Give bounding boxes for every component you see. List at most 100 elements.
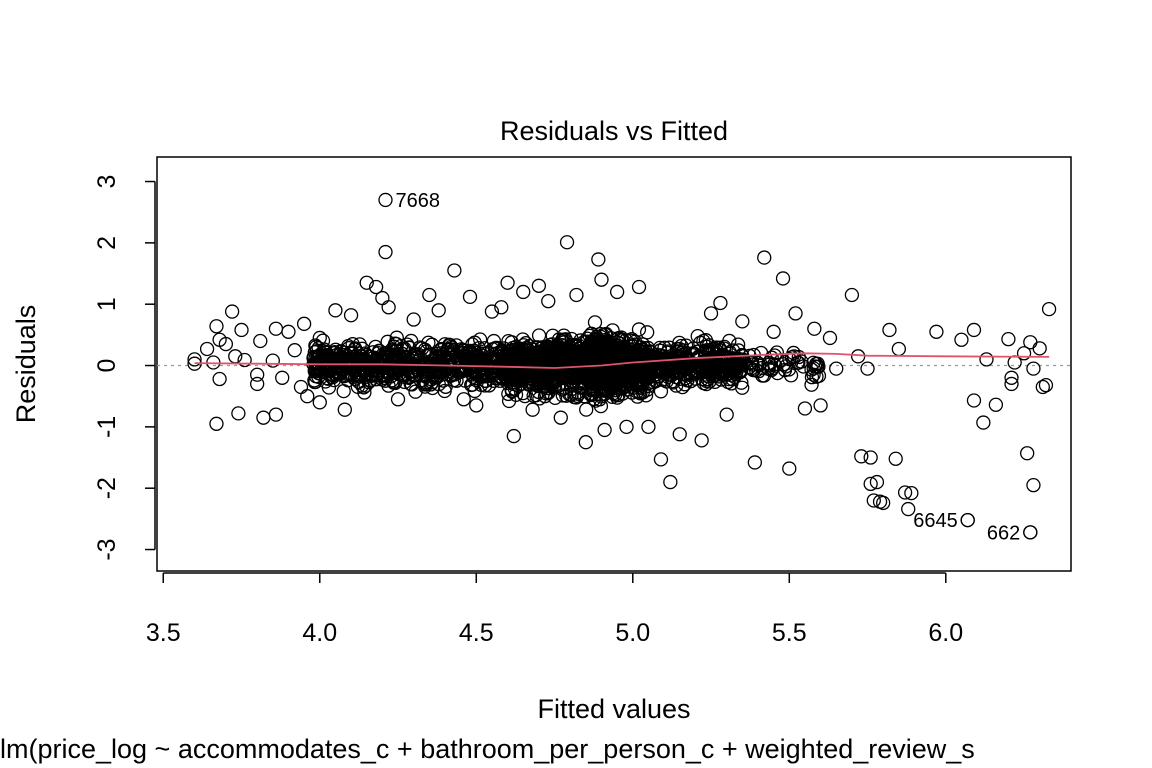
data-point bbox=[515, 385, 531, 401]
data-point bbox=[807, 321, 822, 336]
data-point bbox=[747, 455, 763, 470]
data-point bbox=[478, 369, 493, 384]
data-point bbox=[539, 349, 554, 364]
data-point bbox=[500, 275, 515, 290]
data-point bbox=[312, 330, 327, 346]
data-point bbox=[882, 322, 897, 338]
data-point bbox=[421, 335, 436, 350]
data-point bbox=[584, 335, 600, 351]
data-point bbox=[640, 325, 655, 340]
x-tick-label: 4.5 bbox=[459, 619, 494, 647]
data-point bbox=[610, 390, 625, 405]
data-point bbox=[1001, 332, 1016, 347]
data-point bbox=[354, 366, 370, 382]
data-point bbox=[1038, 378, 1054, 393]
loess-smoother-line bbox=[194, 352, 1050, 369]
data-point bbox=[485, 368, 501, 383]
data-point bbox=[421, 359, 436, 374]
data-point bbox=[1020, 446, 1035, 461]
data-point bbox=[699, 339, 714, 354]
data-point bbox=[531, 278, 547, 293]
data-point bbox=[542, 365, 557, 380]
data-point bbox=[359, 275, 374, 290]
x-tick-label: 6.0 bbox=[928, 619, 963, 647]
data-point bbox=[456, 392, 471, 407]
data-point bbox=[536, 379, 552, 395]
data-point bbox=[218, 336, 234, 352]
data-point bbox=[312, 395, 327, 410]
data-point bbox=[655, 351, 670, 367]
data-point bbox=[444, 346, 459, 361]
data-point bbox=[234, 322, 249, 338]
data-point bbox=[484, 304, 500, 319]
data-point bbox=[268, 407, 284, 422]
data-point bbox=[631, 322, 647, 337]
data-point bbox=[554, 348, 569, 363]
chart-title: Residuals vs Fitted bbox=[500, 116, 728, 146]
data-point bbox=[275, 370, 290, 385]
data-point bbox=[434, 341, 449, 357]
y-tick-label: 0 bbox=[93, 359, 121, 373]
data-point bbox=[453, 353, 468, 368]
data-point bbox=[954, 332, 969, 347]
x-tick-label: 4.0 bbox=[302, 619, 337, 647]
outlier-labels: 7668 6645 662 bbox=[396, 190, 1021, 544]
data-point bbox=[673, 360, 688, 375]
data-point bbox=[558, 369, 574, 385]
data-point bbox=[445, 362, 460, 377]
y-axis: -3 -2 -1 0 1 2 3 bbox=[93, 175, 156, 561]
data-point bbox=[390, 392, 406, 407]
data-point bbox=[782, 461, 797, 476]
data-point bbox=[326, 368, 341, 383]
data-point bbox=[351, 374, 366, 390]
data-point bbox=[929, 324, 944, 339]
data-point bbox=[398, 360, 413, 375]
data-point bbox=[788, 306, 803, 321]
data-point bbox=[347, 342, 362, 357]
data-point bbox=[486, 333, 502, 349]
data-point bbox=[559, 235, 575, 250]
data-point bbox=[468, 356, 483, 372]
data-point bbox=[756, 368, 772, 383]
data-point bbox=[579, 366, 595, 382]
data-point bbox=[387, 336, 403, 351]
data-point bbox=[466, 363, 481, 379]
data-point bbox=[1004, 376, 1019, 392]
data-point bbox=[966, 322, 982, 338]
data-point bbox=[199, 341, 215, 357]
data-point bbox=[417, 377, 432, 392]
data-point bbox=[713, 295, 728, 311]
data-point bbox=[619, 419, 634, 435]
data-point bbox=[863, 476, 878, 492]
data-point bbox=[794, 354, 809, 369]
y-tick-label: -1 bbox=[93, 416, 121, 438]
data-point bbox=[636, 370, 651, 385]
data-point bbox=[431, 303, 446, 318]
data-point bbox=[719, 407, 734, 422]
data-point bbox=[804, 370, 820, 385]
data-point bbox=[693, 359, 708, 374]
y-tick-label: 1 bbox=[93, 297, 121, 311]
data-point bbox=[757, 250, 772, 265]
data-point bbox=[516, 284, 531, 300]
data-point bbox=[381, 300, 396, 315]
data-point bbox=[822, 330, 838, 346]
data-point bbox=[337, 402, 352, 417]
data-point bbox=[385, 351, 400, 367]
y-tick-label: 3 bbox=[93, 175, 121, 189]
data-point bbox=[608, 338, 624, 353]
data-point bbox=[509, 347, 524, 362]
data-point bbox=[769, 345, 785, 360]
data-point bbox=[597, 422, 612, 438]
data-point bbox=[1026, 361, 1041, 376]
data-point bbox=[563, 346, 578, 361]
data-point bbox=[1004, 370, 1019, 385]
data-point bbox=[462, 289, 478, 304]
data-point bbox=[394, 356, 409, 371]
data-point bbox=[506, 362, 521, 377]
data-point bbox=[525, 402, 540, 417]
data-point bbox=[478, 373, 493, 389]
data-point bbox=[854, 449, 869, 464]
data-point bbox=[522, 352, 537, 367]
